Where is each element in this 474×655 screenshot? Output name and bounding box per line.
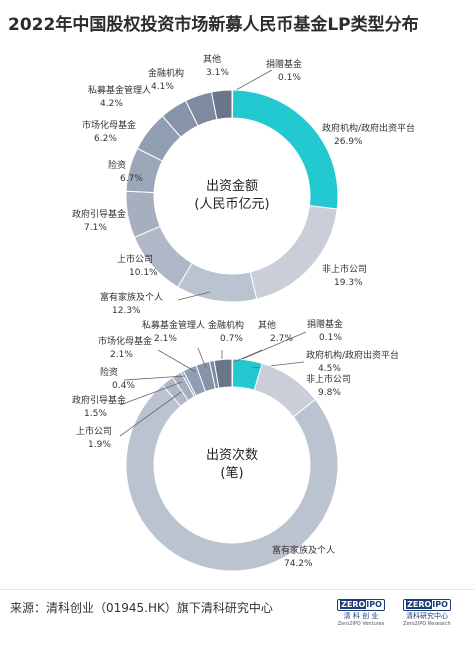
slice-label: 险资 — [100, 366, 118, 378]
leader-line — [119, 389, 185, 437]
slice-value-label: 2.1% — [154, 334, 177, 344]
logo-cn-name: 清 科 创 业 — [343, 612, 379, 620]
donut-slice — [210, 89, 233, 121]
zero2ipo-ventures-logo: ZEROIPO 清 科 创 业 Zero2IPO Ventures — [332, 592, 390, 627]
donut-charts: 捐赠基金 0.1% 政府机构/政府出资平台 26.9% 非上市公司 19.3% 富有家族及个… — [72, 53, 415, 572]
slice-value-label: 7.1% — [84, 223, 107, 233]
slice-label: 其他 — [258, 319, 276, 331]
slice-value-label: 10.1% — [129, 268, 158, 278]
logo-cn-name: 清科研究中心 — [406, 612, 448, 620]
slice-label: 上市公司 — [76, 425, 112, 437]
leader-line — [239, 331, 307, 361]
slice-label: 金融机构 — [208, 319, 244, 331]
slice-label: 非上市公司 — [306, 373, 351, 385]
slice-label: 富有家族及个人 — [272, 544, 335, 556]
leader-line — [235, 69, 273, 91]
footer-divider — [0, 589, 474, 590]
leader-line — [197, 347, 207, 369]
leader-line — [233, 349, 263, 363]
slice-label: 政府引导基金 — [72, 208, 126, 220]
donut-center-label: (人民币亿元) — [194, 197, 269, 212]
slice-label: 政府机构/政府出资平台 — [322, 122, 415, 134]
slice-value-label: 6.7% — [120, 174, 143, 184]
slice-label: 上市公司 — [117, 253, 153, 265]
donut-slice — [213, 358, 233, 389]
logo-mark: ZEROIPO — [403, 599, 451, 611]
logo-en-name: Zero2IPO Ventures — [337, 621, 385, 627]
donut-center-label: 出资金额 — [206, 178, 258, 194]
leader-line — [177, 291, 211, 301]
slice-value-label: 12.3% — [112, 306, 141, 316]
slice-label: 市场化母基金 — [98, 335, 152, 347]
leader-line — [157, 349, 197, 373]
slice-value-label: 4.1% — [151, 82, 174, 92]
slice-label: 市场化母基金 — [82, 119, 136, 131]
slice-label: 政府引导基金 — [72, 394, 126, 406]
slice-value-label: 6.2% — [94, 134, 117, 144]
zero2ipo-research-logo: ZEROIPO 清科研究中心 Zero2IPO Research — [398, 592, 456, 627]
slice-label: 捐赠基金 — [307, 318, 343, 330]
leader-line — [119, 381, 183, 406]
slice-value-label: 2.1% — [110, 350, 133, 360]
slice-value-label: 4.5% — [318, 364, 341, 374]
slice-label: 私募基金管理人 — [142, 319, 205, 331]
slice-value-label: 0.4% — [112, 381, 135, 391]
slice-value-label: 19.3% — [334, 278, 363, 288]
donut-slice — [125, 384, 339, 572]
source-note: 来源：清科创业（01945.HK）旗下清科研究中心 — [10, 601, 273, 615]
slice-value-label: 2.7% — [270, 334, 293, 344]
slice-label: 政府机构/政府出资平台 — [306, 349, 399, 361]
slice-value-label: 74.2% — [284, 559, 313, 569]
donut-slice — [177, 262, 258, 303]
donut-center-label: (笔) — [220, 465, 243, 481]
slice-value-label: 0.1% — [319, 333, 342, 343]
slice-label: 私募基金管理人 — [88, 84, 151, 96]
slice-value-label: 0.7% — [220, 334, 243, 344]
slice-value-label: 9.8% — [318, 388, 341, 398]
leader-line — [123, 375, 186, 381]
slice-label: 金融机构 — [148, 67, 184, 79]
slice-value-label: 0.1% — [278, 73, 301, 83]
slice-label: 捐赠基金 — [266, 58, 302, 70]
slice-value-label: 1.5% — [84, 409, 107, 419]
slice-value-label: 4.2% — [100, 99, 123, 109]
slice-label: 险资 — [108, 159, 126, 171]
slice-value-label: 3.1% — [206, 68, 229, 78]
slice-label: 富有家族及个人 — [100, 291, 163, 303]
slice-value-label: 26.9% — [334, 137, 363, 147]
logo-mark: ZEROIPO — [337, 599, 385, 611]
donut-center-label: 出资次数 — [206, 447, 258, 463]
slice-label: 非上市公司 — [322, 263, 367, 275]
logo-en-name: Zero2IPO Research — [403, 621, 451, 627]
slice-value-label: 1.9% — [88, 440, 111, 450]
donut-slice — [249, 205, 338, 300]
chart-title: 2022年中国股权投资市场新募人民币基金LP类型分布 — [8, 15, 419, 35]
slice-label: 其他 — [203, 53, 221, 65]
